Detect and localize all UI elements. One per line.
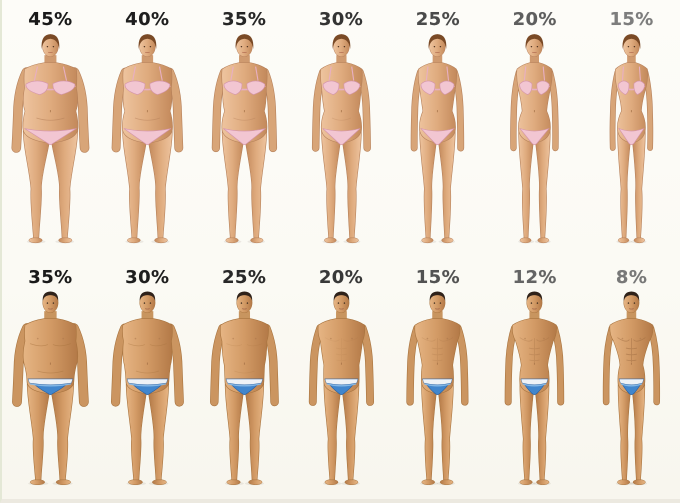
bodyfat-label: 25% xyxy=(222,267,267,288)
man-figure-25pct xyxy=(209,291,293,486)
man-figure-12pct xyxy=(504,291,583,486)
cell-man-30: 30% xyxy=(99,255,196,496)
bodyfat-label: 8% xyxy=(615,267,648,288)
bodyfat-label: 35% xyxy=(28,267,73,288)
man-figure-35pct xyxy=(12,291,99,486)
bodyfat-label: 15% xyxy=(609,9,654,30)
woman-figure-45pct xyxy=(11,34,99,244)
bodyfat-label: 20% xyxy=(512,9,557,30)
woman-figure-20pct xyxy=(510,34,583,244)
cell-man-25: 25% xyxy=(196,255,293,496)
cell-man-12: 12% xyxy=(486,255,583,496)
bodyfat-label: 12% xyxy=(512,267,557,288)
women-row: 45% 40% xyxy=(2,2,680,255)
bodyfat-label: 35% xyxy=(222,9,267,30)
bodyfat-label: 30% xyxy=(318,9,364,30)
cell-woman-40: 40% xyxy=(99,2,196,255)
bodyfat-label: 15% xyxy=(415,267,461,288)
bodyfat-label: 30% xyxy=(125,267,170,288)
cell-man-20: 20% xyxy=(293,255,390,496)
cell-woman-15: 15% xyxy=(583,2,680,255)
cell-man-15: 15% xyxy=(389,255,486,496)
man-figure-15pct xyxy=(406,291,486,486)
man-figure-8pct xyxy=(602,291,680,486)
cell-man-35: 35% xyxy=(2,255,99,496)
cell-woman-35: 35% xyxy=(196,2,293,255)
woman-figure-35pct xyxy=(211,34,293,244)
woman-figure-15pct xyxy=(609,34,680,244)
cell-woman-30: 30% xyxy=(293,2,390,255)
cell-man-8: 8% xyxy=(583,255,680,496)
bodyfat-label: 20% xyxy=(318,267,364,288)
man-figure-20pct xyxy=(308,291,390,486)
men-row: 35% 30% xyxy=(2,255,680,496)
woman-figure-25pct xyxy=(411,34,486,244)
cell-woman-25: 25% xyxy=(389,2,486,255)
man-figure-30pct xyxy=(110,291,196,486)
cell-woman-45: 45% xyxy=(2,2,99,255)
woman-figure-30pct xyxy=(311,34,390,244)
bodyfat-label: 45% xyxy=(28,9,73,30)
bodyfat-label: 25% xyxy=(415,9,461,30)
woman-figure-40pct xyxy=(111,34,196,244)
cell-woman-20: 20% xyxy=(486,2,583,255)
bodyfat-label: 40% xyxy=(125,9,170,30)
